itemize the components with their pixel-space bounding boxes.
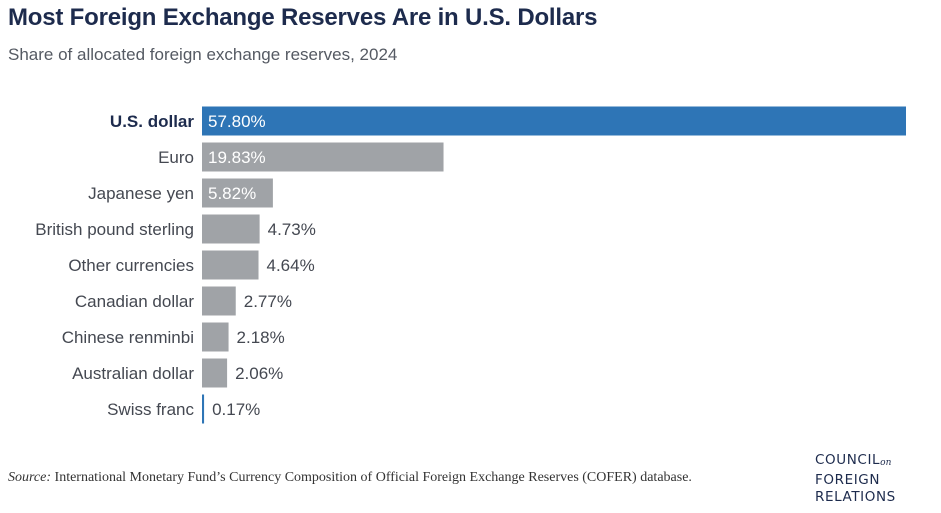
category-label-australian-dollar: Australian dollar [72, 364, 194, 383]
bar-japanese-yen [202, 178, 273, 208]
category-label-euro: Euro [158, 148, 194, 167]
category-label-u-s-dollar: U.S. dollar [110, 112, 194, 131]
category-label-chinese-renminbi: Chinese renminbi [62, 328, 194, 347]
value-label-euro: 19.83% [208, 148, 266, 167]
bar-chart: U.S. dollar 57.80% Euro 19.83% Japanese yen 5… [35, 106, 906, 424]
category-label-canadian-dollar: Canadian dollar [75, 292, 194, 311]
logo-line-1: COUNCIL [815, 452, 881, 468]
logo-line-2: FOREIGN [815, 472, 881, 488]
bar-euro [202, 142, 444, 172]
value-label-chinese-renminbi: 2.18% [237, 328, 285, 347]
value-label-british-pound-sterling: 4.73% [268, 220, 316, 239]
chart-subtitle: Share of allocated foreign exchange rese… [8, 45, 398, 64]
bar-chinese-renminbi [202, 322, 229, 352]
category-label-japanese-yen: Japanese yen [88, 184, 194, 203]
value-label-u-s-dollar: 57.80% [208, 112, 266, 131]
source-note: Source: International Monetary Fund’s Cu… [8, 470, 692, 486]
chart-title: Most Foreign Exchange Reserves Are in U.… [8, 4, 598, 31]
bar-australian-dollar [202, 358, 228, 388]
category-label-other-currencies: Other currencies [68, 256, 194, 275]
value-label-japanese-yen: 5.82% [208, 184, 256, 203]
bar-other-currencies [202, 250, 259, 280]
logo-line-3: RELATIONS [815, 489, 896, 505]
value-label-other-currencies: 4.64% [267, 256, 315, 275]
value-label-canadian-dollar: 2.77% [244, 292, 292, 311]
bar-u-s-dollar [202, 106, 906, 136]
cfr-logo: COUNCILon FOREIGN RELATIONS [815, 452, 925, 506]
value-label-australian-dollar: 2.06% [235, 364, 283, 383]
value-label-swiss-franc: 0.17% [212, 400, 260, 419]
source-label: Source: [8, 470, 52, 485]
logo-line-1-small: on [880, 458, 892, 468]
category-label-swiss-franc: Swiss franc [107, 400, 194, 419]
category-label-british-pound-sterling: British pound sterling [35, 220, 194, 239]
bar-british-pound-sterling [202, 214, 260, 244]
bar-canadian-dollar [202, 286, 236, 316]
source-text: International Monetary Fund’s Currency C… [54, 470, 692, 485]
bar-swiss-franc [202, 394, 205, 424]
